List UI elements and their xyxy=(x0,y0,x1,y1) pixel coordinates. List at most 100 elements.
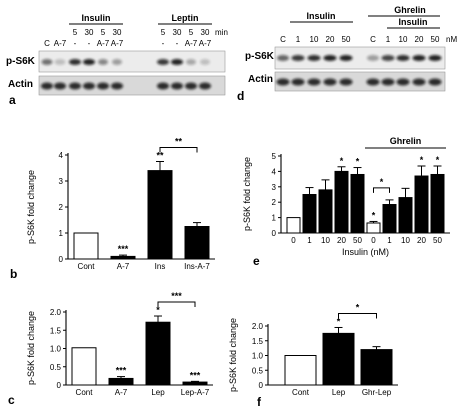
y-tick-label: 0 xyxy=(272,229,277,238)
blot-band xyxy=(412,55,426,61)
blot-a-panel-letter: a xyxy=(9,93,16,107)
blot-band xyxy=(157,82,169,90)
group-label: Ghrelin xyxy=(390,136,422,146)
blot-a-row-label: p-S6K xyxy=(6,56,36,67)
blot-a-conc: 30 xyxy=(173,28,182,37)
category-label: 1 xyxy=(307,236,312,245)
significance-stars: * xyxy=(340,156,344,166)
y-tick-label: 1.5 xyxy=(252,337,264,346)
bar xyxy=(284,355,317,386)
bar-chart-e: 0 1 2 3 4 5 p-S6K fold change 0 1 10 * 20 * 50 * 0 1 10 * 2… xyxy=(242,136,450,268)
y-tick-label: 1 xyxy=(59,229,64,238)
blot-a-unit: min xyxy=(215,28,228,37)
blot-band xyxy=(412,78,426,86)
category-label: Cont xyxy=(292,388,310,397)
bar xyxy=(398,197,413,234)
bracket-stars: * xyxy=(380,177,384,187)
y-tick-label: 2.0 xyxy=(50,308,62,317)
blot-d-conc: C xyxy=(370,35,376,44)
blot-band xyxy=(381,55,395,61)
blot-d-unit: nM xyxy=(446,35,457,44)
category-label: 0 xyxy=(291,236,296,245)
significance-stars: *** xyxy=(118,244,129,254)
blot-d-conc: 50 xyxy=(342,35,351,44)
blot-band xyxy=(199,82,211,90)
bar xyxy=(73,232,99,260)
panel-letter: f xyxy=(257,395,262,409)
blot-d-conc: 1 xyxy=(296,35,301,44)
y-tick-label: 0 xyxy=(259,381,264,390)
blot-band xyxy=(171,82,183,90)
blot-a-group-leptin: Leptin xyxy=(172,13,199,23)
category-label: Ins-A-7 xyxy=(184,262,210,271)
y-tick-label: 0.5 xyxy=(50,363,62,372)
blot-band xyxy=(428,78,442,86)
blot-a-treat: A-7 xyxy=(199,39,212,48)
bracket-stars: * xyxy=(356,302,360,312)
y-axis-label: p-S6K fold change xyxy=(26,311,36,385)
blot-band xyxy=(171,59,183,65)
category-label: Cont xyxy=(78,262,96,271)
category-label: 20 xyxy=(417,236,426,245)
y-tick-label: 4 xyxy=(272,167,277,176)
category-label: 1 xyxy=(387,236,392,245)
blot-band xyxy=(323,55,337,61)
category-label: 20 xyxy=(337,236,346,245)
y-tick-label: 1 xyxy=(272,214,277,223)
category-label: 50 xyxy=(353,236,362,245)
bracket-stars: *** xyxy=(171,291,182,301)
bar xyxy=(71,347,97,386)
significance-stars: * xyxy=(436,155,440,165)
blot-a-row-label: Actin xyxy=(8,79,33,90)
blot-band xyxy=(396,55,410,61)
blot-band xyxy=(396,78,410,86)
category-label: Ins xyxy=(155,262,166,271)
blot-band xyxy=(69,82,81,90)
bar xyxy=(366,222,381,234)
blot-band xyxy=(200,59,210,65)
bar xyxy=(108,377,134,386)
y-tick-label: 1.5 xyxy=(50,326,62,335)
bar xyxy=(334,170,349,234)
significance-stars: * xyxy=(337,316,341,326)
category-label: 10 xyxy=(401,236,410,245)
blot-d-row-label: p-S6K xyxy=(245,51,275,62)
blot-d-row-label: Actin xyxy=(248,74,273,85)
category-label: 0 xyxy=(371,236,376,245)
blot-d-conc: 1 xyxy=(386,35,391,44)
blot-band xyxy=(97,82,109,90)
category-label: Lep-A-7 xyxy=(181,388,210,397)
y-tick-label: 0 xyxy=(57,381,62,390)
blot-a-bands xyxy=(41,59,211,90)
category-label: Ghr-Lep xyxy=(362,388,392,397)
blot-a-conc: 5 xyxy=(189,28,194,37)
blot-a-treat: A-7 xyxy=(97,39,110,48)
significance-stars: ** xyxy=(156,151,164,161)
panel-letter: c xyxy=(8,393,15,407)
bar xyxy=(110,255,136,260)
comparison-bracket xyxy=(157,301,196,308)
blot-band xyxy=(323,78,337,86)
blot-band xyxy=(339,78,353,86)
y-tick-label: 2 xyxy=(272,198,277,207)
blot-a-conc: 30 xyxy=(201,28,210,37)
blot-a-treat: - xyxy=(74,39,77,48)
blot-band xyxy=(157,59,169,65)
blot-d-conc: 10 xyxy=(310,35,319,44)
significance-stars: * xyxy=(156,305,160,315)
blot-d-conc: 20 xyxy=(415,35,424,44)
bar xyxy=(430,173,445,234)
blot-a-treat: - xyxy=(176,39,179,48)
bar xyxy=(302,194,317,234)
blot-band xyxy=(339,55,353,61)
y-tick-label: 0.5 xyxy=(252,366,264,375)
x-axis-label: Insulin (nM) xyxy=(342,247,389,257)
significance-stars: * xyxy=(372,210,376,220)
blot-a-conc: 30 xyxy=(85,28,94,37)
y-axis-label: p-S6K fold change xyxy=(26,170,36,244)
blot-a-treat: C xyxy=(44,39,50,48)
blot-a-group-insulin: Insulin xyxy=(82,13,111,23)
blot-d-conc: 50 xyxy=(431,35,440,44)
blot-band xyxy=(69,59,81,65)
